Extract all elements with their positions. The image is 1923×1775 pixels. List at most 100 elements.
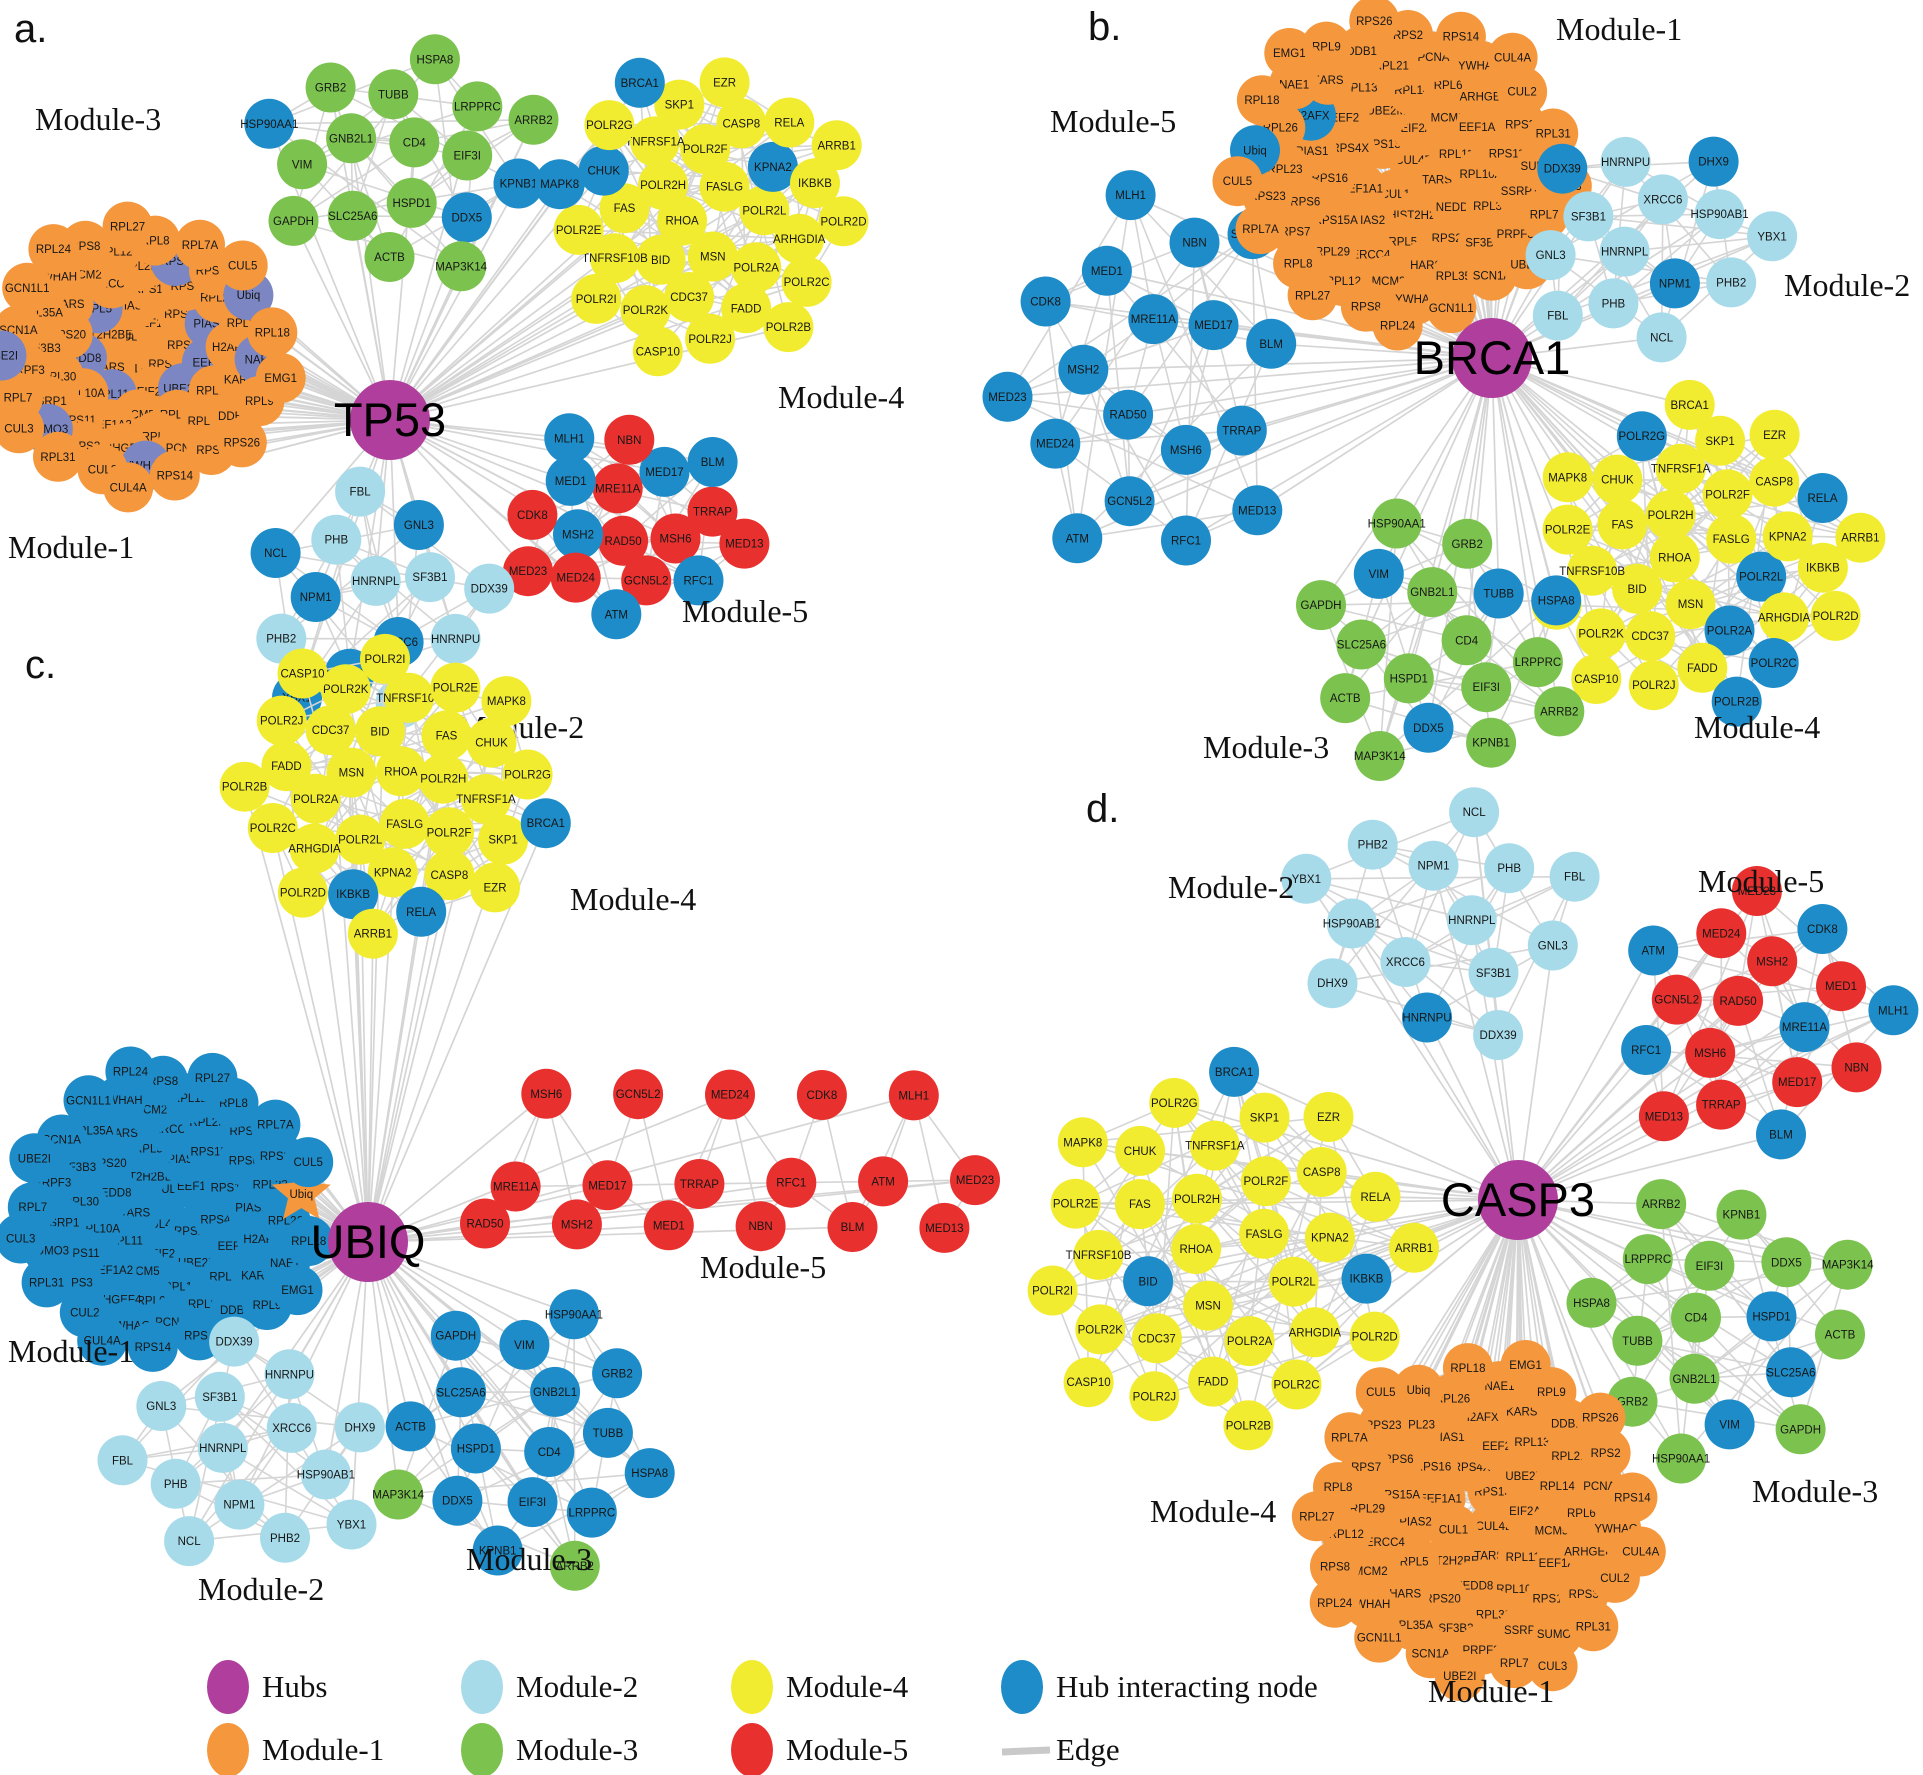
gene-node <box>1749 409 1800 460</box>
gene-node <box>405 552 455 603</box>
gene-node <box>360 633 410 684</box>
gene-node <box>432 1475 483 1526</box>
gene-node <box>219 761 270 812</box>
gene-label: DDX5 <box>1413 723 1444 735</box>
gene-label: RPS14 <box>1443 32 1480 44</box>
gene-node <box>1380 937 1431 987</box>
module-label: Module-2 <box>1784 267 1910 303</box>
gene-node <box>472 1525 523 1576</box>
node-layer-d: HNRNPL XRCC6 NPM1 SF3B1 HSP90AB1 PHB HNRNPU PHB… <box>1027 787 1919 1709</box>
gene-node <box>592 1348 643 1399</box>
edge <box>1054 241 1196 445</box>
hub-edge <box>1207 1199 1519 1307</box>
gene-node <box>216 417 267 468</box>
gene-node <box>614 57 665 108</box>
gene-label: POLR2G <box>586 120 633 132</box>
gene-label: POLR2H <box>1648 510 1694 522</box>
gene-node <box>680 124 731 174</box>
gene-node <box>584 100 635 151</box>
edge <box>280 524 420 640</box>
panel-d: HNRNPL XRCC6 NPM1 SF3B1 HSP90AB1 PHB HNRNPU PHB… <box>1027 787 1919 1709</box>
gene-label: RAD50 <box>1720 996 1757 1008</box>
gene-node <box>1052 513 1103 564</box>
gene-label: RPL6 <box>1434 80 1463 92</box>
gene-label: CUL5 <box>1223 176 1252 188</box>
gene-label: HSP90AB1 <box>297 1470 355 1482</box>
gene-node <box>277 648 328 699</box>
gene-node <box>481 676 532 727</box>
gene-node <box>739 185 790 236</box>
gene-node <box>1563 191 1614 242</box>
gene-label: MED13 <box>925 1223 963 1235</box>
gene-node <box>164 1516 215 1567</box>
gene-node <box>1685 1027 1736 1078</box>
cluster-c-module-3: CD4 HSPD1 GNB2L1 EIF3I SLC25A6 TUBB DDX5 VIM LRP… <box>372 1289 675 1591</box>
gene-node <box>430 1310 481 1361</box>
hub-edge <box>1256 357 1493 512</box>
gene-label: HNRNPU <box>1601 157 1650 169</box>
gene-node <box>1246 318 1297 369</box>
module-label: Module-5 <box>1050 103 1176 139</box>
cluster-b-module-3: CD4 HSPD1 GNB2L1 EIF3I SLC25A6 TUBB DDX5 VIM LRP… <box>1296 498 1585 781</box>
gene-label: GAPDH <box>435 1331 476 1343</box>
gene-node <box>699 57 750 108</box>
gene-label: HNRNPU <box>1402 1013 1451 1025</box>
legend-label: Module-3 <box>516 1732 638 1767</box>
gene-label: EMG1 <box>281 1285 314 1297</box>
gene-node <box>194 1371 245 1422</box>
gene-label: HSPA8 <box>1538 595 1575 607</box>
gene-label: FBL <box>1564 872 1586 884</box>
gene-label: POLR2J <box>688 334 731 346</box>
gene-label: POLR2F <box>683 144 728 156</box>
gene-label: HSP90AA1 <box>1652 1454 1710 1466</box>
gene-node <box>620 285 671 336</box>
gene-node <box>283 1216 334 1266</box>
gene-node <box>499 1319 550 1370</box>
gene-label: Ubiq <box>1407 1385 1431 1397</box>
gene-label: POLR2D <box>820 216 866 228</box>
gene-label: RPL8 <box>219 1098 248 1110</box>
gene-label: RPL27 <box>110 222 145 234</box>
gene-label: MED23 <box>988 392 1026 404</box>
gene-node <box>367 847 418 898</box>
gene-node <box>624 1448 675 1499</box>
panel-b: RAD50 MRE11A MSH6 MSH2 MED17 GCN5L2 MED1 TRRAP M… <box>982 0 1910 781</box>
gene-label: MAP3K14 <box>435 261 487 273</box>
legend-swatch-m5 <box>731 1723 773 1775</box>
gene-label: MLH1 <box>898 1090 929 1102</box>
gene-node <box>566 1487 617 1538</box>
gene-label: ARRB2 <box>1642 1199 1680 1211</box>
gene-label: EZR <box>484 882 507 894</box>
gene-node <box>534 159 585 210</box>
gene-label: RPS14 <box>135 1342 172 1354</box>
edge <box>409 1425 593 1514</box>
gene-node <box>266 1402 317 1453</box>
gene-label: POLR2K <box>1578 628 1624 640</box>
gene-label: TRRAP <box>680 1179 719 1191</box>
gene-label: RPL7 <box>1530 210 1559 222</box>
gene-label: KPNB1 <box>500 179 538 191</box>
gene-label: TRRAP <box>1222 426 1261 438</box>
legend-swatch-hub <box>207 1660 249 1714</box>
gene-label: RPS26 <box>224 437 260 449</box>
gene-node <box>290 572 341 622</box>
hub-edge <box>1491 357 1539 663</box>
gene-label: NPM1 <box>1659 278 1691 290</box>
gene-node <box>1542 452 1593 503</box>
gene-label: POLR2L <box>338 835 383 847</box>
gene-label: RPS6 <box>229 1155 259 1167</box>
gene-node <box>1320 673 1371 724</box>
gene-label: MED13 <box>725 539 763 551</box>
gene-node <box>502 749 553 800</box>
gene-node <box>1649 532 1700 583</box>
hub-edge <box>367 1241 459 1502</box>
gene-label: POLR2D <box>280 888 326 900</box>
gene-label: CHUK <box>1601 475 1634 487</box>
gene-node <box>1664 379 1715 430</box>
panel-letter: c. <box>25 643 56 687</box>
gene-label: CD4 <box>1455 635 1479 647</box>
edge <box>1344 542 1468 699</box>
gene-label: MED13 <box>1645 1111 1683 1123</box>
hub-edge <box>1128 357 1493 503</box>
gene-label: POLR2C <box>1273 1380 1319 1392</box>
